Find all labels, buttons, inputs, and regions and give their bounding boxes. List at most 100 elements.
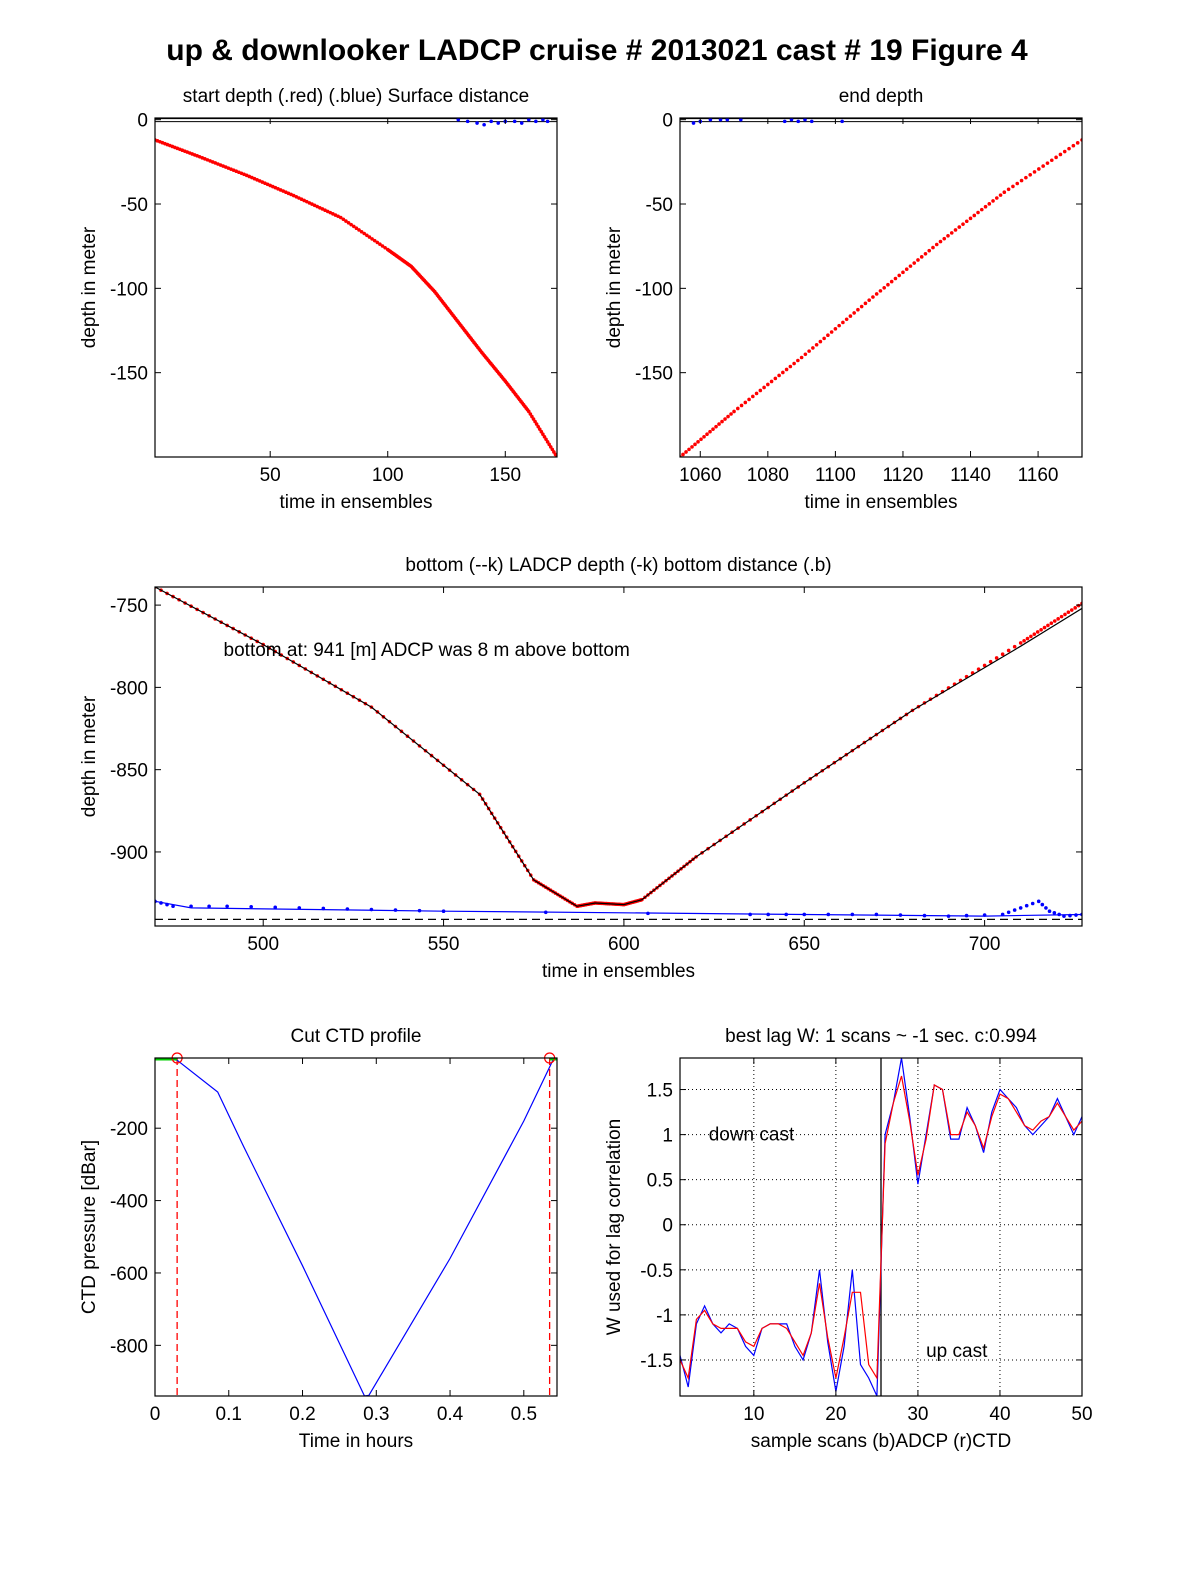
data-point <box>1075 141 1080 145</box>
data-point <box>1012 644 1017 649</box>
figure-title: up & downlooker LADCP cruise # 2013021 c… <box>166 34 1028 67</box>
data-point <box>1059 614 1064 619</box>
data-point <box>848 314 853 318</box>
data-point <box>961 222 965 226</box>
data-point <box>723 417 727 421</box>
data-point <box>1024 175 1028 180</box>
data-point <box>841 320 845 325</box>
chart-title: best lag W: 1 scans ~ -1 sec. c:0.994 <box>725 1026 1037 1047</box>
x-axis-label: time in ensembles <box>279 492 432 513</box>
chart-title: start depth (.red) (.blue) Surface dista… <box>183 86 529 107</box>
data-point <box>1058 152 1063 157</box>
x-tick-label: 10 <box>743 1404 764 1425</box>
data-point <box>1046 623 1050 628</box>
data-point <box>1006 648 1011 653</box>
cast-annotation: down cast <box>709 1125 795 1146</box>
x-tick-label: 50 <box>1071 1404 1092 1425</box>
data-point <box>1052 911 1057 915</box>
data-point <box>994 656 999 660</box>
axes-frame <box>679 117 1083 458</box>
y-axis-label: W used for lag correlation <box>604 1119 625 1336</box>
plot-series-group <box>155 1058 557 1396</box>
data-point <box>726 414 730 419</box>
y-tick-label: 0.5 <box>647 1171 673 1192</box>
data-point <box>751 394 755 399</box>
data-point <box>362 231 367 236</box>
data-point <box>871 295 875 299</box>
data-point <box>718 118 723 122</box>
data-point <box>1063 612 1067 617</box>
data-point <box>897 273 902 278</box>
data-point <box>1022 638 1026 643</box>
data-point <box>796 358 800 363</box>
data-point <box>814 342 819 347</box>
x-tick-label: 1060 <box>679 465 721 486</box>
data-point <box>482 122 486 127</box>
data-point <box>349 222 353 227</box>
data-point <box>344 219 348 223</box>
plot-series-group <box>680 1058 1082 1396</box>
data-point <box>983 204 988 209</box>
chart-end-depth: 1060 1080 1100 1120 1140 1160 0 -50 -100 -150 end … <box>604 86 1083 513</box>
chart-title: bottom (--k) LADCP depth (-k) bottom dis… <box>405 555 831 576</box>
data-point <box>769 379 774 384</box>
data-point <box>1000 652 1005 656</box>
data-point <box>822 336 826 341</box>
x-tick-label: 0.1 <box>216 1404 242 1425</box>
data-point <box>1036 899 1041 904</box>
data-point <box>784 367 789 372</box>
data-point <box>702 434 706 439</box>
x-tick-label: 100 <box>372 465 404 486</box>
x-tick-label: 600 <box>608 934 640 955</box>
y-tick-label: -800 <box>110 1336 148 1357</box>
y-tick-label: -600 <box>110 1264 148 1285</box>
y-tick-label: -1.5 <box>640 1351 673 1372</box>
data-point <box>1018 641 1023 645</box>
y-tick-label: 1 <box>662 1126 673 1147</box>
axes-frame <box>679 1057 1083 1397</box>
data-point <box>383 245 387 250</box>
data-point <box>792 361 796 366</box>
y-tick-label: -900 <box>110 843 148 864</box>
data-point <box>1006 910 1011 915</box>
y-tick-label: -150 <box>110 364 148 385</box>
y-tick-label: -100 <box>635 279 673 300</box>
data-point <box>994 196 999 200</box>
data-point <box>867 298 871 302</box>
data-point <box>1062 149 1067 154</box>
data-point <box>747 397 751 402</box>
data-point <box>957 225 962 229</box>
data-point <box>949 231 954 235</box>
x-tick-label: 1120 <box>883 465 924 486</box>
data-point <box>739 118 743 122</box>
data-point <box>878 289 883 293</box>
x-axis-label: sample scans (b)ADCP (r)CTD <box>751 1431 1011 1452</box>
data-point <box>789 118 794 122</box>
data-point <box>1047 909 1052 913</box>
data-point <box>714 424 718 429</box>
data-point <box>852 311 856 315</box>
data-point <box>456 118 461 122</box>
y-tick-label: 0 <box>662 1216 673 1237</box>
data-point <box>982 663 987 668</box>
y-axis-label: depth in meter <box>79 695 100 817</box>
data-point <box>754 391 759 396</box>
data-point <box>811 346 815 350</box>
data-point <box>893 276 898 281</box>
data-point <box>1056 617 1060 621</box>
data-point <box>1002 190 1007 195</box>
data-point <box>882 285 886 290</box>
data-point <box>1040 902 1045 907</box>
y-tick-label: 1.5 <box>647 1081 673 1102</box>
data-point <box>991 199 995 203</box>
data-point <box>1032 632 1037 636</box>
data-point <box>1025 636 1030 641</box>
data-point <box>1041 164 1045 168</box>
data-point <box>696 440 700 444</box>
data-point <box>904 267 909 272</box>
y-tick-label: -0.5 <box>640 1261 673 1282</box>
data-point <box>687 447 691 452</box>
data-point <box>743 400 748 405</box>
data-point <box>545 119 550 124</box>
